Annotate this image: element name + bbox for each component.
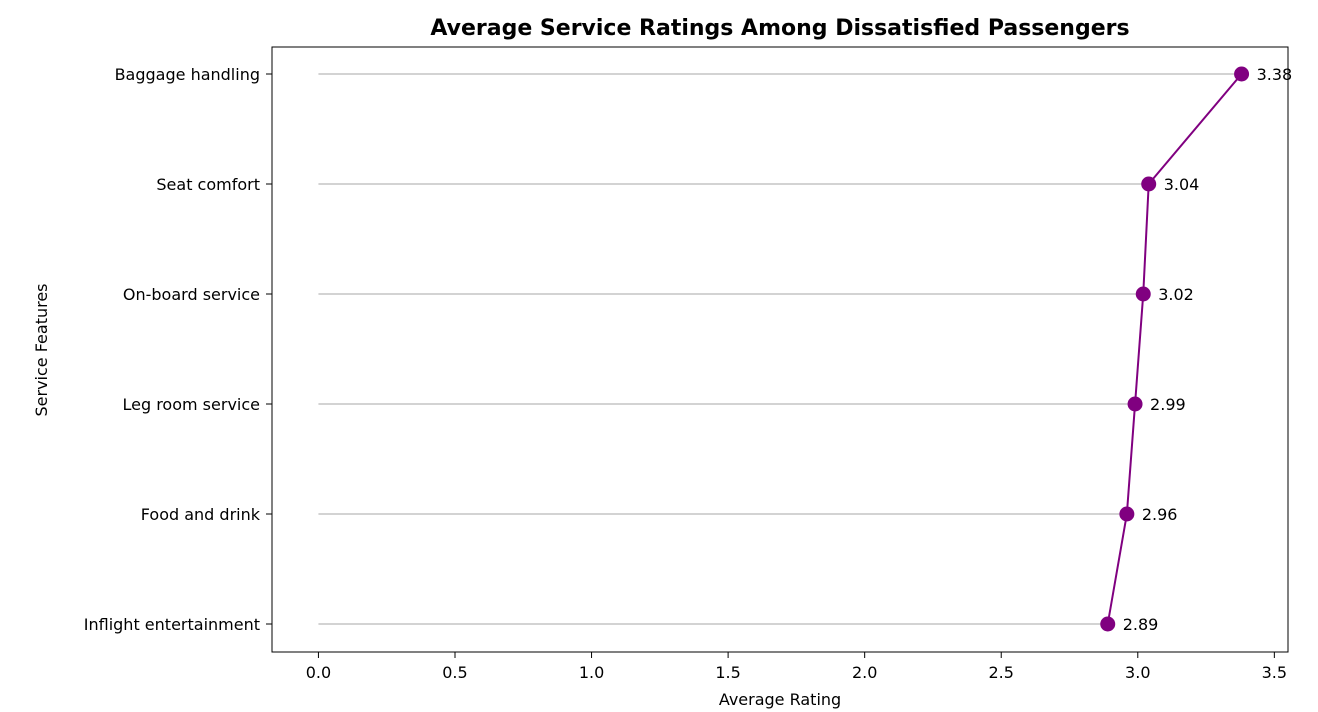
plot-area: 3.38 3.04 3.02 2.99 2.96 2.89 [271, 46, 1292, 653]
markers [1100, 66, 1250, 632]
category-label-1: Seat comfort [156, 175, 260, 194]
value-label-4: 2.96 [1142, 505, 1178, 524]
x-tick-label-3: 1.5 [715, 663, 740, 682]
x-axis: 0.0 0.5 1.0 1.5 2.0 2.5 3.0 3.5 [306, 652, 1287, 682]
x-tick-label-1: 0.5 [442, 663, 467, 682]
y-axis: Baggage handling Seat comfort On-board ser… [84, 65, 272, 634]
series-polyline [1106, 73, 1243, 625]
value-label-1: 3.04 [1164, 175, 1200, 194]
category-label-0: Baggage handling [115, 65, 260, 84]
value-label-0: 3.38 [1257, 65, 1293, 84]
marker-3 [1127, 396, 1143, 412]
category-label-4: Food and drink [141, 505, 261, 524]
x-tick-label-0: 0.0 [306, 663, 331, 682]
marker-0 [1234, 66, 1250, 82]
category-label-5: Inflight entertainment [84, 615, 260, 634]
marker-1 [1141, 176, 1157, 192]
series-line [1106, 73, 1243, 625]
x-tick-label-2: 1.0 [579, 663, 604, 682]
x-tick-label-6: 3.0 [1125, 663, 1150, 682]
marker-5 [1100, 616, 1116, 632]
marker-2 [1135, 286, 1151, 302]
x-tick-label-7: 3.5 [1262, 663, 1287, 682]
marker-4 [1119, 506, 1135, 522]
value-label-5: 2.89 [1123, 615, 1159, 634]
value-label-2: 3.02 [1158, 285, 1194, 304]
value-label-3: 2.99 [1150, 395, 1186, 414]
x-tick-label-4: 2.0 [852, 663, 877, 682]
value-labels: 3.38 3.04 3.02 2.99 2.96 2.89 [1123, 65, 1292, 634]
stems [318, 73, 1242, 625]
plot-frame [271, 46, 1289, 653]
x-tick-label-5: 2.5 [988, 663, 1013, 682]
category-label-3: Leg room service [122, 395, 260, 414]
y-axis-label: Service Features [32, 283, 51, 416]
category-label-2: On-board service [123, 285, 260, 304]
x-axis-label: Average Rating [719, 690, 841, 709]
chart-title: Average Service Ratings Among Dissatisfi… [430, 16, 1129, 41]
